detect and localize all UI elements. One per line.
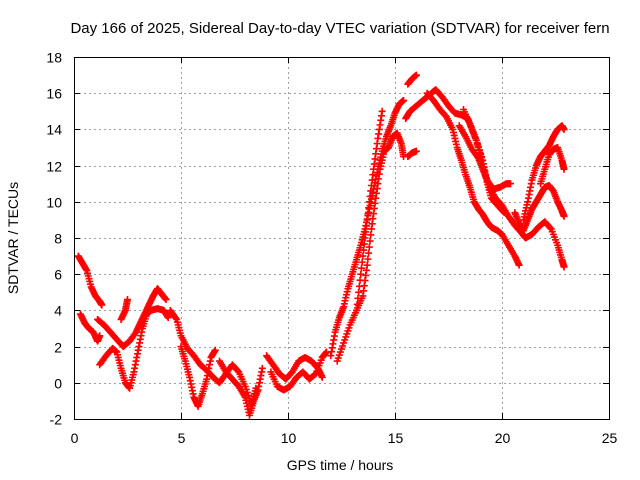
y-tick-label: -2: [50, 412, 63, 428]
x-tick-label: 5: [178, 430, 186, 446]
data-point: [515, 261, 523, 269]
data-point: [477, 150, 485, 158]
data-point: [365, 249, 373, 257]
x-tick-label: 25: [602, 430, 618, 446]
data-point: [560, 165, 568, 173]
series-track-20: [511, 182, 568, 235]
series-track-2: [76, 310, 104, 345]
series-track-12: [333, 129, 408, 365]
data-point: [357, 270, 365, 278]
x-tick-label: 20: [495, 430, 511, 446]
series-track-4: [96, 305, 172, 392]
data-point: [358, 258, 366, 266]
y-tick-label: 2: [54, 340, 62, 356]
data-point: [356, 276, 364, 284]
data-point: [360, 246, 368, 254]
data-point: [366, 237, 374, 245]
y-tick-label: 0: [54, 376, 62, 392]
x-tick-label: 10: [281, 430, 297, 446]
x-tick-label: 15: [388, 430, 404, 446]
series-track-22: [537, 144, 568, 188]
data-point: [164, 314, 172, 322]
series-track-7: [177, 343, 219, 410]
data-point: [499, 207, 507, 215]
y-axis-label: SDTVAR / TECUs: [5, 182, 21, 294]
series-track-13: [352, 107, 386, 314]
data-point: [365, 243, 373, 251]
data-point: [362, 222, 370, 230]
data-point: [354, 294, 362, 302]
series-track-21: [519, 122, 568, 224]
y-tick-label: 4: [54, 303, 62, 319]
series-track-1: [74, 252, 106, 309]
data-point: [363, 261, 371, 269]
data-point: [352, 306, 360, 314]
data-point: [476, 146, 484, 154]
data-point: [124, 296, 131, 304]
data-series: [74, 71, 568, 419]
data-point: [364, 255, 372, 263]
data-point: [500, 209, 508, 217]
data-point: [473, 140, 481, 148]
axis-ticks: [74, 57, 610, 420]
data-point: [162, 296, 170, 304]
data-point: [367, 231, 375, 239]
series-track-19: [459, 105, 508, 217]
data-point: [355, 282, 363, 290]
data-point: [362, 228, 370, 236]
y-tick-labels: -2 0 2 4 6 8 10 12 14 16 18: [46, 50, 62, 428]
data-point: [234, 367, 242, 375]
y-tick-label: 14: [46, 122, 62, 138]
y-tick-label: 12: [46, 159, 62, 175]
data-point: [258, 364, 266, 372]
data-point: [359, 252, 367, 260]
data-point: [560, 263, 568, 271]
data-point: [172, 314, 180, 322]
data-point: [357, 264, 365, 272]
data-point: [361, 234, 369, 242]
data-point: [560, 125, 568, 133]
data-point: [378, 107, 386, 115]
data-point: [98, 301, 106, 309]
series-track-18: [455, 122, 515, 193]
data-point: [211, 346, 219, 354]
data-point: [360, 240, 368, 248]
y-tick-label: 8: [54, 231, 62, 247]
y-tick-label: 16: [46, 86, 62, 102]
data-point: [474, 143, 482, 151]
series-track-5: [117, 296, 131, 323]
chart-title: Day 166 of 2025, Sidereal Day-to-day VTE…: [70, 20, 609, 37]
x-axis-label: GPS time / hours: [287, 457, 394, 473]
data-point: [355, 288, 363, 296]
data-point: [412, 147, 420, 155]
series-track-14: [404, 147, 420, 161]
data-point: [364, 210, 372, 218]
data-point: [96, 332, 104, 340]
series-track-15: [404, 71, 420, 88]
data-point: [472, 136, 480, 144]
data-point: [363, 216, 371, 224]
x-tick-labels: 0 5 10 15 20 25: [71, 430, 618, 446]
data-point: [365, 204, 373, 212]
data-point: [400, 96, 408, 104]
data-point: [353, 300, 361, 308]
series-track-3: [94, 285, 170, 351]
data-point: [507, 180, 515, 188]
data-point: [478, 153, 486, 161]
data-point: [560, 212, 568, 220]
data-point: [412, 71, 420, 79]
y-tick-label: 18: [46, 50, 62, 66]
x-tick-label: 0: [71, 430, 79, 446]
series-track-8: [216, 357, 266, 419]
data-point: [546, 224, 554, 232]
data-point: [318, 373, 326, 381]
y-tick-label: 10: [46, 195, 62, 211]
data-point: [311, 371, 319, 379]
series-track-10: [267, 348, 331, 394]
series-track-17: [423, 89, 523, 269]
y-tick-label: 6: [54, 267, 62, 283]
